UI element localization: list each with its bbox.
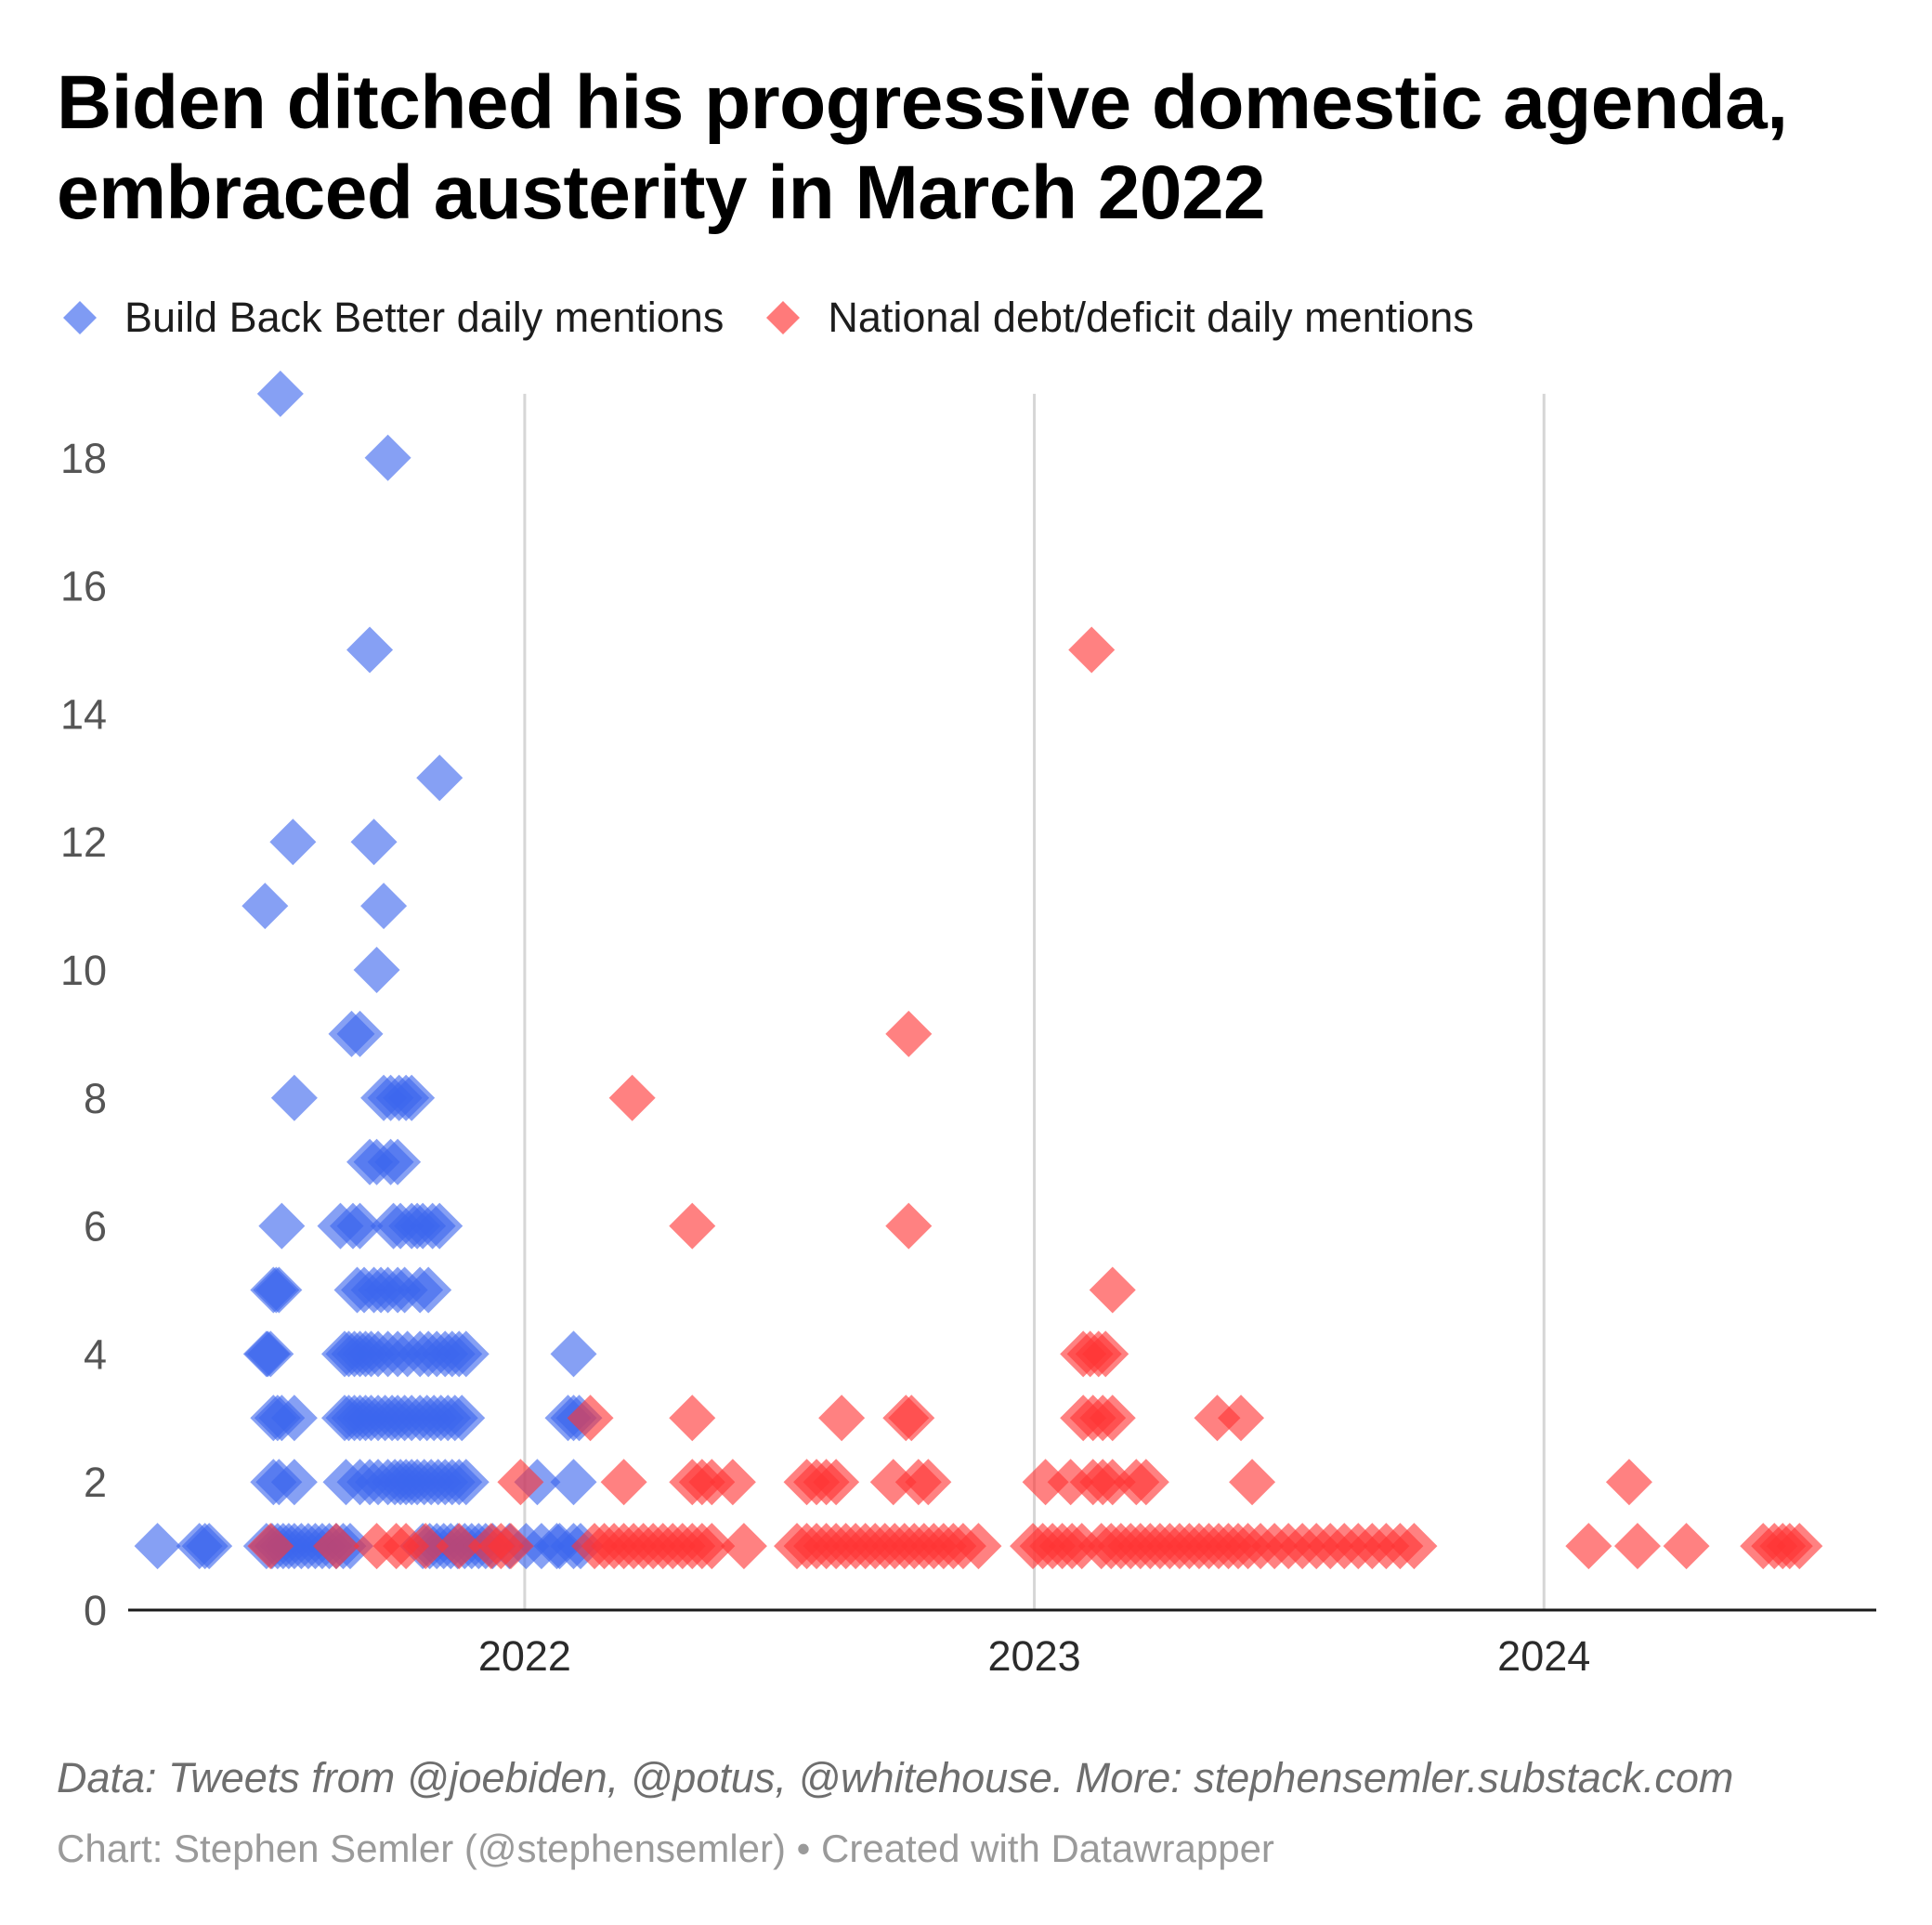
debt-point bbox=[818, 1395, 866, 1442]
bbb-point bbox=[242, 883, 289, 930]
y-tick-label: 8 bbox=[84, 1075, 107, 1122]
y-tick-label: 14 bbox=[60, 690, 107, 738]
debt-point bbox=[312, 1523, 359, 1570]
debt-point bbox=[608, 1074, 656, 1121]
bbb-point bbox=[416, 754, 463, 802]
debt-point bbox=[1082, 1330, 1129, 1378]
bbb-point bbox=[270, 1459, 318, 1506]
debt-point bbox=[600, 1459, 647, 1506]
x-tick-label: 2024 bbox=[1497, 1632, 1590, 1680]
bbb-point bbox=[258, 1202, 306, 1250]
y-tick-label: 4 bbox=[84, 1330, 107, 1378]
chart-title: Biden ditched his progressive domestic a… bbox=[57, 60, 1788, 235]
bbb-point bbox=[336, 1010, 384, 1057]
legend: Build Back Better daily mentions Nationa… bbox=[63, 288, 1517, 347]
bbb-point bbox=[388, 1074, 436, 1121]
debt-point bbox=[1663, 1523, 1710, 1570]
debt-point bbox=[869, 1459, 917, 1506]
y-tick-label: 2 bbox=[84, 1459, 107, 1506]
legend-item-national-debt: National debt/deficit daily mentions bbox=[766, 294, 1474, 342]
debt-point bbox=[1068, 626, 1116, 674]
debt-point bbox=[688, 1523, 736, 1570]
debt-point bbox=[1776, 1523, 1823, 1570]
bbb-point bbox=[442, 1459, 490, 1506]
debt-point bbox=[497, 1459, 544, 1506]
series-national-debt bbox=[247, 626, 1823, 1570]
y-tick-label: 0 bbox=[84, 1587, 107, 1634]
legend-label: National debt/deficit daily mentions bbox=[828, 294, 1474, 341]
debt-point bbox=[1613, 1523, 1661, 1570]
bbb-point bbox=[360, 883, 408, 930]
bbb-point bbox=[374, 1138, 422, 1185]
bbb-point bbox=[405, 1266, 452, 1314]
debt-point bbox=[813, 1459, 860, 1506]
gridlines bbox=[523, 393, 1546, 1610]
legend-label: Build Back Better daily mentions bbox=[124, 294, 724, 341]
series-build-back-better bbox=[134, 370, 605, 1570]
bbb-point bbox=[416, 1202, 463, 1250]
debt-point bbox=[885, 1202, 933, 1250]
bbb-point bbox=[353, 947, 400, 993]
x-tick-label: 2023 bbox=[988, 1632, 1081, 1680]
y-tick-label: 10 bbox=[60, 947, 107, 994]
bbb-point bbox=[269, 818, 317, 866]
bbb-point bbox=[270, 1074, 318, 1121]
debt-point bbox=[669, 1395, 716, 1442]
y-tick-label: 16 bbox=[60, 563, 107, 610]
y-tick-label: 6 bbox=[84, 1203, 107, 1251]
bbb-point bbox=[270, 1395, 318, 1442]
bbb-point bbox=[550, 1459, 597, 1506]
bbb-point bbox=[438, 1395, 486, 1442]
bbb-point bbox=[247, 1330, 294, 1378]
data-source-note: Data: Tweets from @joebiden, @potus, @wh… bbox=[57, 1754, 1734, 1801]
debt-point bbox=[247, 1523, 294, 1570]
debt-point bbox=[1229, 1459, 1276, 1506]
legend-marker-red-diamond bbox=[766, 301, 801, 334]
chart-credit: Chart: Stephen Semler (@stephensemler) •… bbox=[57, 1827, 1274, 1870]
debt-point bbox=[487, 1523, 534, 1570]
bbb-point bbox=[442, 1330, 490, 1378]
debt-point bbox=[669, 1202, 716, 1250]
bbb-point bbox=[336, 1202, 384, 1250]
debt-point bbox=[955, 1523, 1002, 1570]
debt-point bbox=[1089, 1459, 1136, 1506]
debt-point bbox=[888, 1395, 935, 1442]
bbb-point bbox=[350, 818, 398, 866]
debt-point bbox=[1218, 1395, 1265, 1442]
debt-point bbox=[1605, 1459, 1652, 1506]
debt-point bbox=[1122, 1459, 1169, 1506]
debt-point bbox=[1022, 1459, 1069, 1506]
bbb-point bbox=[186, 1523, 233, 1570]
bbb-point bbox=[255, 1266, 303, 1314]
bbb-point bbox=[256, 370, 304, 417]
debt-point bbox=[1194, 1395, 1241, 1442]
x-tick-label: 2022 bbox=[478, 1632, 571, 1680]
debt-point bbox=[709, 1459, 756, 1506]
legend-item-build-back-better: Build Back Better daily mentions bbox=[63, 294, 724, 342]
debt-point bbox=[905, 1459, 952, 1506]
axis-ticks: 2022 2023 2024 0 2 4 6 8 10 12 14 16 18 bbox=[60, 435, 1590, 1680]
y-tick-label: 18 bbox=[60, 435, 107, 482]
debt-point bbox=[567, 1395, 614, 1442]
debt-point bbox=[885, 1010, 933, 1057]
debt-point bbox=[402, 1523, 450, 1570]
debt-point bbox=[1565, 1523, 1612, 1570]
bbb-point bbox=[134, 1523, 181, 1570]
legend-marker-blue-diamond bbox=[63, 301, 97, 334]
bbb-point bbox=[364, 434, 411, 481]
debt-point bbox=[1089, 1266, 1136, 1314]
bbb-point bbox=[550, 1330, 597, 1378]
debt-point bbox=[436, 1523, 483, 1570]
debt-point bbox=[1390, 1523, 1438, 1570]
y-tick-label: 12 bbox=[60, 818, 107, 866]
bbb-point bbox=[346, 626, 394, 674]
debt-point bbox=[720, 1523, 767, 1570]
debt-point bbox=[1089, 1395, 1136, 1442]
